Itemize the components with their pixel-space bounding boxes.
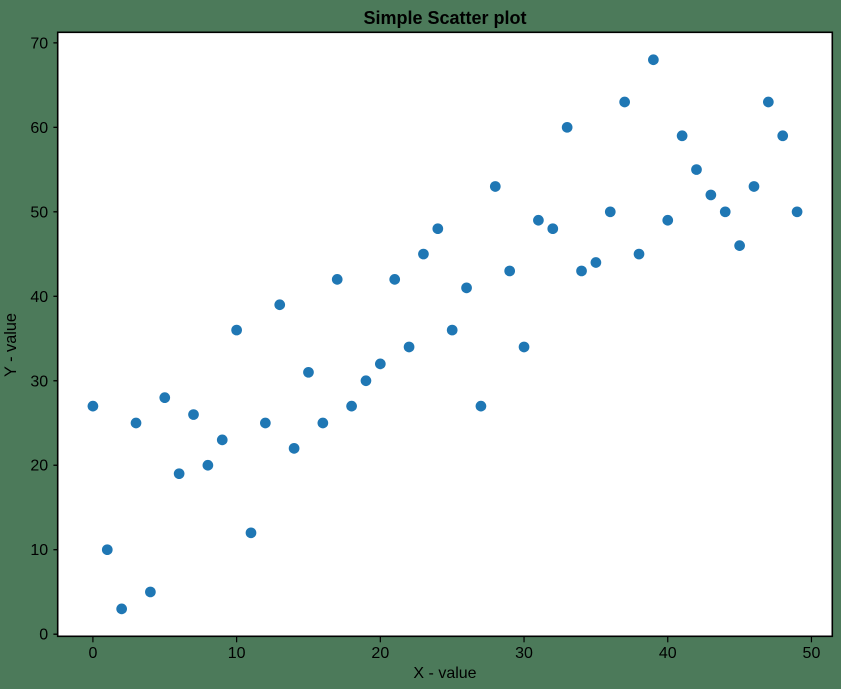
svg-text:50: 50 (30, 204, 48, 221)
svg-text:Y - value: Y - value (2, 313, 20, 377)
svg-text:20: 20 (30, 458, 48, 475)
svg-text:Simple Scatter plot: Simple Scatter plot (363, 8, 526, 28)
svg-text:60: 60 (30, 120, 48, 137)
svg-text:0: 0 (39, 627, 48, 644)
svg-text:20: 20 (371, 645, 389, 662)
svg-text:30: 30 (30, 373, 48, 390)
svg-text:40: 40 (30, 289, 48, 306)
svg-text:10: 10 (30, 542, 48, 559)
svg-text:40: 40 (659, 645, 677, 662)
svg-text:50: 50 (803, 645, 821, 662)
svg-text:70: 70 (30, 35, 48, 52)
svg-text:30: 30 (515, 645, 533, 662)
svg-text:X - value: X - value (413, 665, 476, 682)
svg-text:0: 0 (88, 645, 97, 662)
svg-text:10: 10 (228, 645, 246, 662)
